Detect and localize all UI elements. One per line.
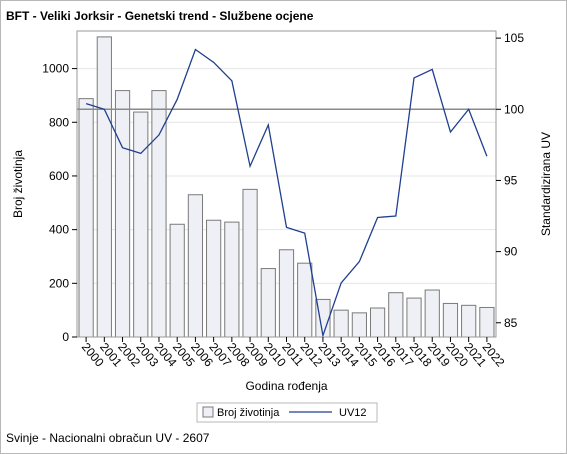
- y2-tick-label: 95: [504, 173, 518, 187]
- y-tick-label: 0: [62, 330, 69, 344]
- bar-2004: [151, 90, 167, 338]
- bar-2015: [351, 312, 367, 338]
- y-axis-label: Broj životinja: [11, 150, 25, 218]
- y2-axis-label: Standardizirana UV: [539, 132, 553, 236]
- bar-2011: [278, 249, 295, 338]
- bar-2022: [479, 306, 495, 338]
- bar-2007: [206, 219, 222, 338]
- bar-2014: [333, 309, 349, 338]
- y-axis-right: 85 90 95 100 105: [496, 31, 524, 330]
- y-tick-label: 1000: [42, 62, 69, 76]
- chart-title: BFT - Veliki Jorksir - Genetski trend - …: [6, 9, 314, 23]
- legend-box: [196, 402, 378, 423]
- series-line-uv12: [85, 48, 488, 339]
- bar-2017: [388, 292, 404, 338]
- legend-label-line: UV12: [339, 407, 367, 419]
- bar-2005: [169, 223, 185, 338]
- bar-2019: [424, 289, 440, 338]
- y-tick-label: 200: [49, 276, 69, 290]
- bar-2009: [242, 188, 258, 338]
- y-axis-left: 0 200 400 600 800 1000: [42, 62, 77, 344]
- bar-2012: [297, 262, 313, 338]
- bar-2010: [260, 268, 276, 338]
- bar-2021: [461, 304, 477, 338]
- x-axis: 2000200120022003200420052006200720082009…: [79, 337, 508, 370]
- bar-2020: [442, 302, 459, 338]
- bar-2001: [96, 36, 112, 338]
- y2-tick-label: 85: [504, 316, 518, 330]
- y2-tick-label: 90: [504, 245, 518, 259]
- bars-group: [78, 36, 495, 338]
- bar-2006: [187, 194, 204, 338]
- y-tick-label: 600: [49, 169, 69, 183]
- y2-tick-label: 100: [504, 102, 524, 116]
- bar-2000: [78, 98, 94, 338]
- y-tick-label: 400: [49, 223, 69, 237]
- y2-tick-label: 105: [504, 31, 524, 45]
- x-axis-label: Godina rođenja: [245, 379, 327, 393]
- bar-2003: [133, 111, 149, 338]
- legend-label-bars: Broj životinja: [217, 407, 280, 419]
- bar-2018: [406, 297, 422, 338]
- y-tick-label: 800: [49, 115, 69, 129]
- bar-2016: [369, 307, 386, 338]
- bar-2008: [224, 221, 240, 338]
- bar-2002: [114, 90, 131, 338]
- legend-swatch-bars: [202, 406, 214, 418]
- legend: Broj životinja UV12: [196, 402, 378, 423]
- footnote: Svinje - Nacionalni obračun UV - 2607: [6, 431, 210, 445]
